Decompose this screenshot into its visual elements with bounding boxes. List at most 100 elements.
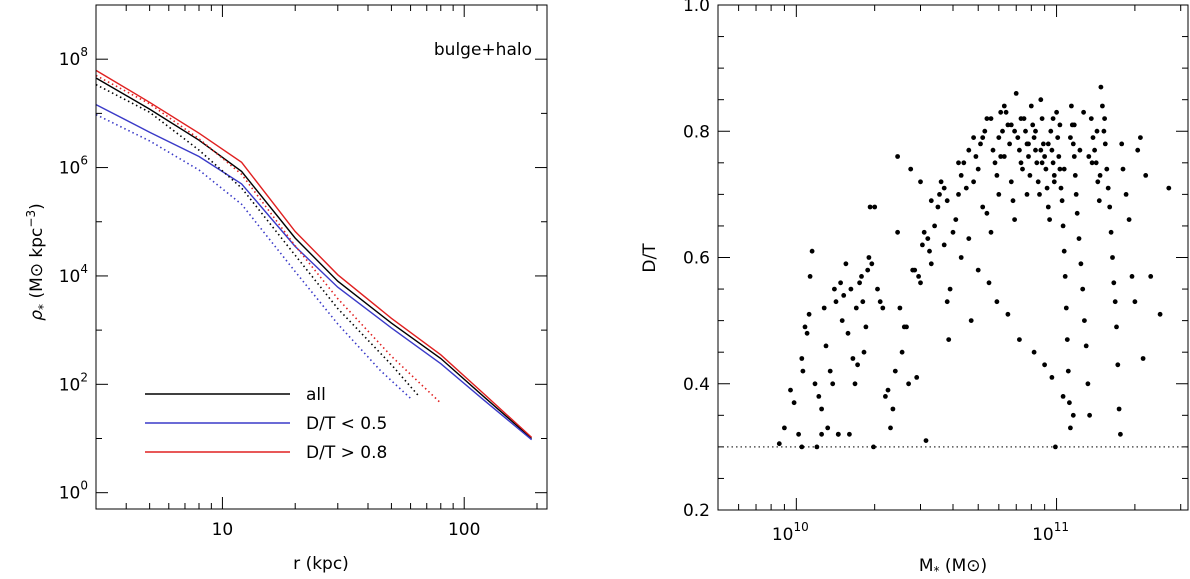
scatter-point bbox=[1060, 223, 1066, 229]
scatter-point bbox=[956, 192, 961, 197]
legend-label: all bbox=[306, 385, 326, 405]
scatter-point bbox=[1026, 154, 1031, 159]
y-tick-label: 100 bbox=[59, 479, 88, 504]
scatter-point bbox=[1047, 217, 1052, 223]
series-line-d-t-0-5 bbox=[95, 103, 533, 441]
scatter-point bbox=[1020, 166, 1025, 172]
scatter-point bbox=[859, 274, 864, 279]
scatter-point bbox=[928, 261, 934, 267]
scatter-point bbox=[963, 185, 969, 191]
scatter-point bbox=[1038, 147, 1044, 153]
scatter-point bbox=[916, 274, 921, 279]
scatter-point bbox=[1018, 160, 1024, 166]
scatter-point bbox=[1018, 116, 1024, 121]
scatter-point bbox=[958, 173, 964, 178]
scatter-point bbox=[1102, 116, 1107, 121]
series-line-dotted bbox=[95, 83, 420, 397]
scatter-point bbox=[816, 394, 822, 399]
scatter-point bbox=[937, 192, 942, 197]
scatter-point bbox=[932, 223, 937, 229]
scatter-point bbox=[998, 109, 1004, 115]
scatter-point bbox=[1135, 147, 1141, 153]
scatter-point bbox=[1095, 179, 1101, 185]
scatter-point bbox=[1094, 128, 1100, 134]
scatter-point bbox=[888, 425, 893, 431]
scatter-point bbox=[1148, 274, 1154, 279]
scatter-point bbox=[984, 116, 990, 121]
scatter-point bbox=[1059, 198, 1065, 204]
scatter-point bbox=[841, 293, 847, 298]
scatter-point bbox=[975, 166, 981, 172]
scatter-point bbox=[807, 274, 813, 279]
scatter-point bbox=[1110, 255, 1115, 260]
y-tick-label: 104 bbox=[59, 262, 88, 287]
y-tick-label: 0.6 bbox=[683, 249, 710, 269]
right-y-axis-title: D/T bbox=[640, 243, 660, 273]
scatter-point bbox=[906, 381, 911, 387]
scatter-point bbox=[947, 286, 953, 292]
right-plot-frame bbox=[717, 4, 1189, 511]
scatter-point bbox=[1045, 141, 1051, 147]
scatter-point bbox=[1049, 147, 1055, 153]
scatter-point bbox=[1026, 141, 1031, 147]
scatter-point bbox=[1007, 141, 1012, 147]
scatter-point bbox=[1030, 122, 1036, 128]
scatter-point bbox=[855, 362, 860, 368]
scatter-point bbox=[847, 431, 852, 437]
scatter-point bbox=[1041, 141, 1046, 147]
scatter-point bbox=[1093, 160, 1099, 166]
scatter-point bbox=[1086, 154, 1092, 159]
x-tick-label: 1011 bbox=[1032, 520, 1069, 545]
scatter-point bbox=[1076, 236, 1082, 242]
scatter-point bbox=[788, 387, 793, 393]
scatter-point bbox=[827, 368, 833, 374]
scatter-point bbox=[968, 318, 974, 323]
scatter-point bbox=[982, 128, 988, 134]
scatter-point bbox=[1105, 185, 1111, 191]
scatter-point bbox=[1115, 362, 1121, 368]
scatter-point bbox=[1061, 166, 1067, 172]
scatter-point bbox=[988, 116, 994, 121]
scatter-point bbox=[1042, 154, 1047, 159]
scatter-point bbox=[1001, 154, 1007, 159]
scatter-point bbox=[1097, 173, 1103, 178]
scatter-point bbox=[973, 154, 979, 159]
scatter-point bbox=[800, 368, 806, 374]
scatter-point bbox=[918, 179, 923, 185]
scatter-point bbox=[1010, 198, 1016, 204]
scatter-point bbox=[986, 280, 992, 286]
scatter-point bbox=[941, 242, 947, 248]
scatter-point bbox=[961, 160, 967, 166]
scatter-point bbox=[825, 425, 831, 431]
scatter-point bbox=[799, 444, 805, 450]
scatter-point bbox=[883, 394, 888, 399]
scatter-point bbox=[953, 217, 959, 223]
scatter-point bbox=[835, 431, 841, 437]
scatter-point bbox=[1071, 122, 1077, 128]
scatter-point bbox=[791, 400, 797, 406]
scatter-point bbox=[1028, 103, 1034, 109]
scatter-point bbox=[935, 204, 941, 210]
series-line-d-t-0-8 bbox=[95, 69, 533, 438]
scatter-point bbox=[776, 441, 782, 447]
scatter-point bbox=[984, 210, 990, 216]
y-tick-label: 0.8 bbox=[683, 122, 710, 142]
scatter-point bbox=[1114, 324, 1119, 330]
scatter-point bbox=[802, 324, 808, 330]
scatter-point bbox=[782, 425, 787, 431]
scatter-point bbox=[1062, 274, 1068, 279]
scatter-point bbox=[980, 135, 986, 141]
scatter-point bbox=[809, 248, 815, 254]
scatter-point bbox=[914, 375, 920, 380]
right-x-axis-title: M* (M⊙) bbox=[919, 556, 987, 578]
scatter-point bbox=[1012, 217, 1017, 223]
scatter-point bbox=[1119, 141, 1125, 147]
scatter-point bbox=[845, 330, 851, 336]
y-tick-label: 0.2 bbox=[683, 501, 710, 521]
scatter-point bbox=[1042, 362, 1047, 368]
scatter-point bbox=[819, 406, 824, 412]
scatter-point bbox=[996, 135, 1002, 141]
y-tick-label: 0.4 bbox=[683, 375, 710, 395]
scatter-point bbox=[1068, 135, 1073, 141]
